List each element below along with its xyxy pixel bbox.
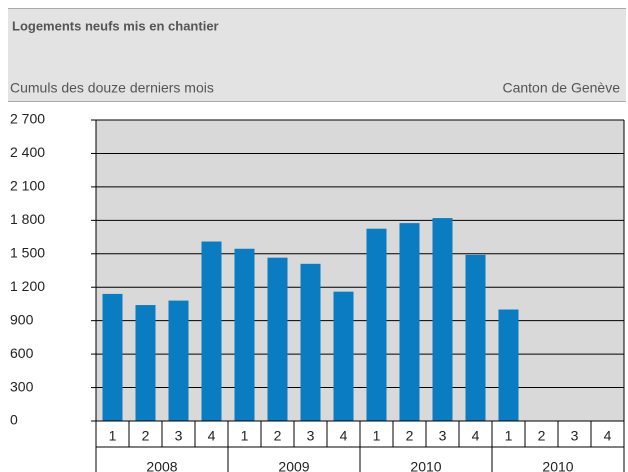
- bar: [465, 254, 486, 421]
- group-label: 2009: [278, 459, 309, 472]
- y-tick-label: 600: [10, 345, 34, 361]
- bar: [201, 241, 222, 421]
- bar: [300, 263, 321, 421]
- bar: [168, 300, 189, 421]
- x-tick-label: 3: [307, 428, 315, 444]
- group-label: 2010: [410, 459, 441, 472]
- x-tick-label: 2: [406, 428, 414, 444]
- y-tick-label: 1 500: [10, 244, 45, 260]
- x-tick-label: 4: [604, 428, 612, 444]
- bar: [333, 291, 354, 421]
- bar: [399, 223, 420, 421]
- y-tick-label: 300: [10, 378, 34, 394]
- bar: [234, 248, 255, 421]
- x-tick-label: 4: [340, 428, 348, 444]
- y-tick-label: 2 100: [10, 178, 45, 194]
- x-tick-label: 1: [241, 428, 249, 444]
- group-label: 2010: [542, 459, 573, 472]
- x-tick-label: 4: [208, 428, 216, 444]
- bar: [366, 228, 387, 421]
- chart-title: Logements neufs mis en chantier: [12, 18, 219, 33]
- y-tick-label: 0: [10, 412, 18, 428]
- x-tick-label: 2: [538, 428, 546, 444]
- y-tick-label: 2 400: [10, 144, 45, 160]
- x-tick-label: 3: [571, 428, 579, 444]
- bar: [267, 257, 288, 421]
- x-tick-label: 3: [439, 428, 447, 444]
- subtitle: Cumuls des douze derniers mois: [10, 80, 214, 96]
- bar: [432, 218, 453, 421]
- bar: [135, 305, 156, 421]
- x-tick-label: 1: [109, 428, 117, 444]
- x-tick-label: 2: [274, 428, 282, 444]
- x-tick-label: 3: [175, 428, 183, 444]
- bar: [498, 309, 519, 421]
- bar: [102, 293, 123, 421]
- y-tick-label: 1 200: [10, 278, 45, 294]
- y-tick-label: 2 700: [10, 111, 45, 127]
- x-tick-label: 4: [472, 428, 480, 444]
- y-tick-label: 900: [10, 311, 34, 327]
- location: Canton de Genève: [502, 80, 620, 96]
- group-label: 2008: [146, 459, 177, 472]
- x-tick-label: 1: [373, 428, 381, 444]
- y-tick-label: 1 800: [10, 211, 45, 227]
- header-band: [8, 8, 626, 102]
- x-tick-label: 2: [142, 428, 150, 444]
- x-tick-label: 1: [505, 428, 513, 444]
